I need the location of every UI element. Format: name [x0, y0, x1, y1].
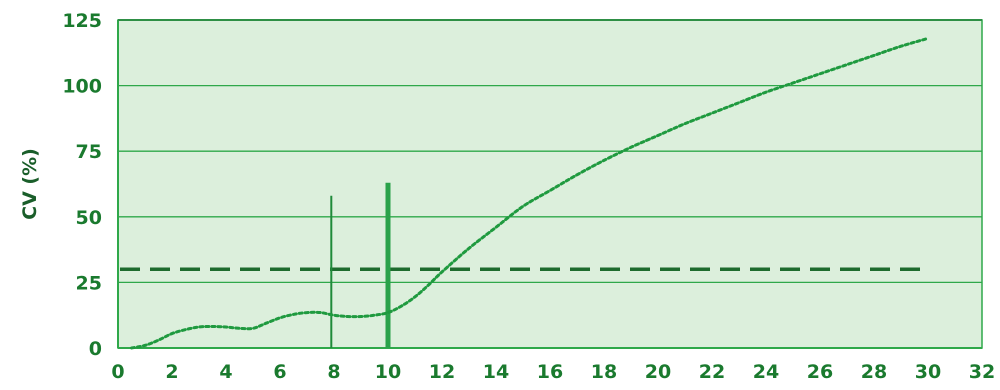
x-tick-label-0: 0 [111, 361, 124, 383]
x-tick-label-18: 18 [591, 361, 617, 383]
y-tick-label-100: 100 [62, 76, 102, 98]
x-tick-label-16: 16 [537, 361, 563, 383]
x-tick-label-8: 8 [327, 361, 340, 383]
x-tick-label-28: 28 [861, 361, 887, 383]
y-tick-label-50: 50 [76, 207, 102, 229]
reference-lines [120, 182, 928, 348]
gridlines [117, 19, 982, 349]
x-tick-label-20: 20 [645, 361, 671, 383]
tick-labels: 0 2 4 6 8 10 12 14 16 18 20 22 24 26 28 30 3202550751001… [62, 10, 995, 383]
x-tick-label-12: 12 [429, 361, 455, 383]
x-tick-label-4: 4 [219, 361, 232, 383]
x-tick-label-24: 24 [753, 361, 779, 383]
x-tick-label-30: 30 [915, 361, 941, 383]
y-tick-label-25: 25 [76, 272, 102, 294]
y-tick-label-0: 0 [89, 338, 102, 360]
x-tick-label-2: 2 [165, 361, 178, 383]
y-axis-title: CV (%) [19, 148, 41, 220]
x-tick-label-14: 14 [483, 361, 509, 383]
x-tick-label-26: 26 [807, 361, 833, 383]
x-tick-label-22: 22 [699, 361, 725, 383]
plot-area [117, 19, 983, 349]
x-tick-label-6: 6 [273, 361, 286, 383]
x-tick-label-32: 32 [969, 361, 995, 383]
x-tick-label-10: 10 [375, 361, 401, 383]
y-tick-label-75: 75 [76, 141, 102, 163]
cv-series-line [130, 36, 930, 350]
y-tick-label-125: 125 [62, 10, 102, 32]
